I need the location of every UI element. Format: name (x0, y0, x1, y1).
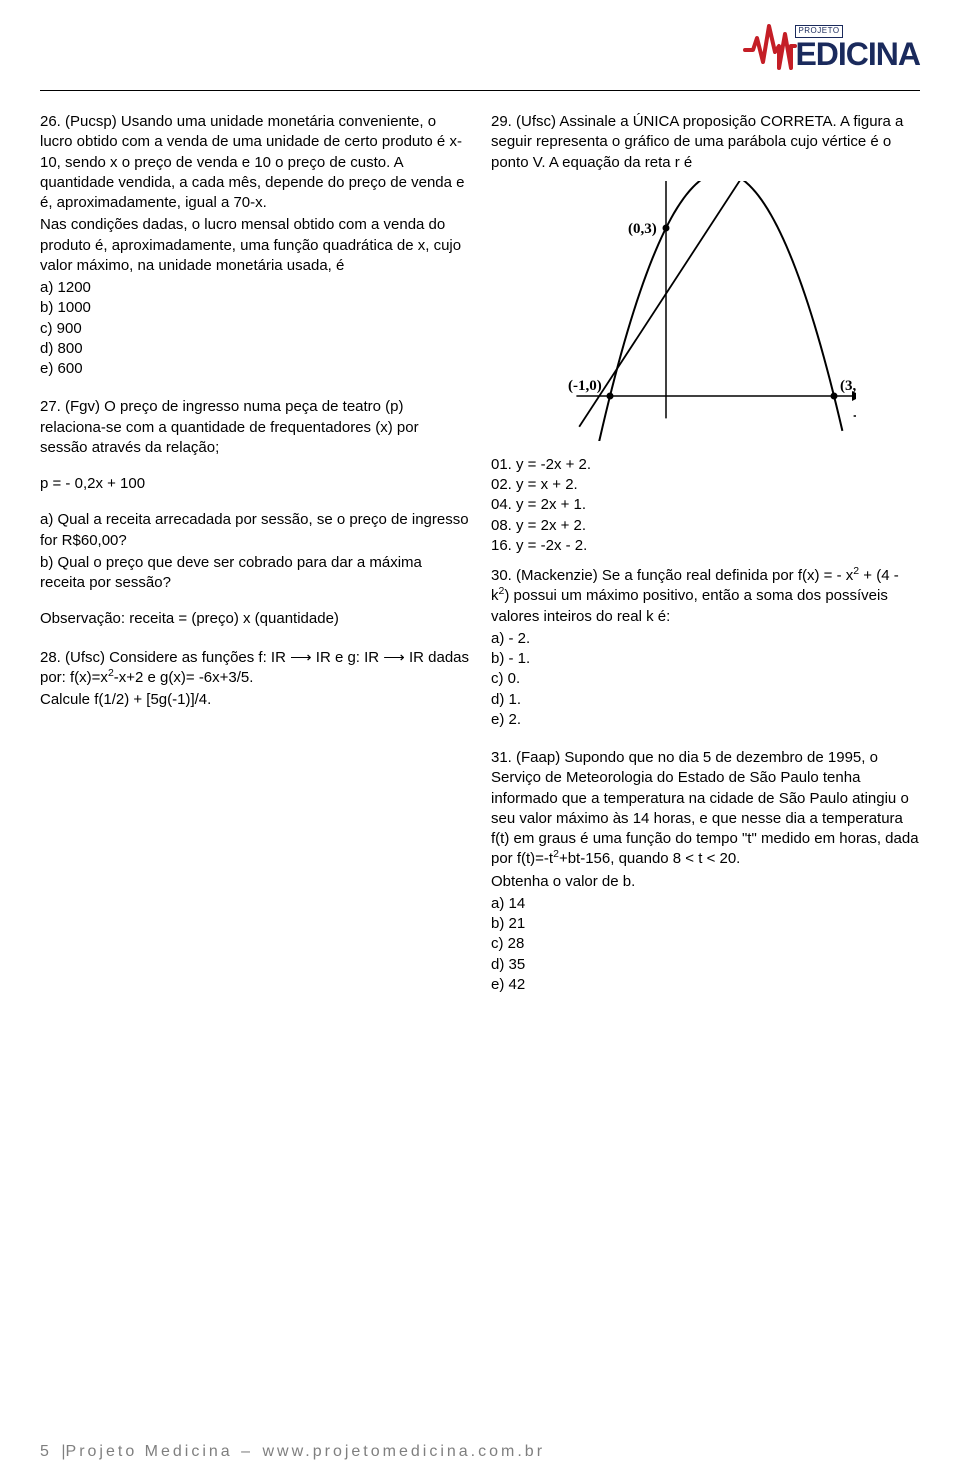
q27-eq: p = - 0,2x + 100 (40, 474, 469, 494)
q31-cont: Obtenha o valor de b. (491, 872, 920, 892)
question-27: 27. (Fgv) O preço de ingresso numa peça … (40, 397, 469, 629)
brand-logo: PROJETO EDICINA (743, 16, 920, 72)
q29-opt-04: 04. y = 2x + 1. (491, 495, 920, 515)
q29-opt-02: 02. y = x + 2. (491, 475, 920, 495)
header-divider (40, 90, 920, 91)
q30-opt-b: b) - 1. (491, 649, 920, 669)
heartbeat-m-icon (743, 16, 797, 72)
footer-page: 5 (40, 1443, 53, 1460)
q29-opt-16: 16. y = -2x - 2. (491, 536, 920, 556)
q30-prompt: 30. (Mackenzie) Se a função real definid… (491, 566, 920, 627)
q31-opt-d: d) 35 (491, 955, 920, 975)
q28-prompt: 28. (Ufsc) Considere as funções f: IR ⟶ … (40, 648, 469, 689)
right-column: 29. (Ufsc) Assinale a ÚNICA proposição C… (491, 112, 920, 1425)
svg-text:(0,3): (0,3) (628, 221, 657, 237)
q30-opt-a: a) - 2. (491, 629, 920, 649)
q31-opt-b: b) 21 (491, 914, 920, 934)
q26-opt-d: d) 800 (40, 339, 469, 359)
q31-opt-a: a) 14 (491, 894, 920, 914)
content-area: 26. (Pucsp) Usando uma unidade monetária… (40, 112, 920, 1425)
q27-prompt: 27. (Fgv) O preço de ingresso numa peça … (40, 397, 469, 458)
q26-opt-e: e) 600 (40, 359, 469, 379)
q31-opt-e: e) 42 (491, 975, 920, 995)
footer-url: www.projetomedicina.com.br (263, 1443, 546, 1460)
q29-opt-08: 08. y = 2x + 2. (491, 516, 920, 536)
q30-opt-e: e) 2. (491, 710, 920, 730)
footer-site: Projeto Medicina (66, 1443, 233, 1460)
svg-text:(-1,0): (-1,0) (568, 378, 602, 394)
q26-opt-c: c) 900 (40, 319, 469, 339)
brand-text: PROJETO EDICINA (795, 19, 920, 68)
question-26: 26. (Pucsp) Usando uma unidade monetária… (40, 112, 469, 379)
q31-prompt: 31. (Faap) Supondo que no dia 5 de dezem… (491, 748, 920, 870)
footer-dash: – (241, 1443, 254, 1460)
q29-graph: (0,3)(-1,0)(3,0)vrxy (556, 181, 856, 441)
q29-graph-wrap: (0,3)(-1,0)(3,0)vrxy (491, 181, 920, 441)
q28-cont: Calcule f(1/2) + [5g(-1)]/4. (40, 690, 469, 710)
q27-obs: Observação: receita = (preço) x (quantid… (40, 609, 469, 629)
svg-text:(3,0): (3,0) (840, 378, 856, 394)
question-28: 28. (Ufsc) Considere as funções f: IR ⟶ … (40, 648, 469, 711)
q29-opt-01: 01. y = -2x + 2. (491, 455, 920, 475)
q31-opt-c: c) 28 (491, 934, 920, 954)
question-31: 31. (Faap) Supondo que no dia 5 de dezem… (491, 748, 920, 995)
left-column: 26. (Pucsp) Usando uma unidade monetária… (40, 112, 469, 1425)
q26-opt-b: b) 1000 (40, 298, 469, 318)
q30-opt-d: d) 1. (491, 690, 920, 710)
q26-prompt: 26. (Pucsp) Usando uma unidade monetária… (40, 112, 469, 213)
brand-edicina: EDICINA (795, 40, 920, 69)
page-footer: 5 |Projeto Medicina – www.projetomedicin… (40, 1441, 545, 1463)
q26-opt-a: a) 1200 (40, 278, 469, 298)
q27-a: a) Qual a receita arrecadada por sessão,… (40, 510, 469, 551)
question-29: 29. (Ufsc) Assinale a ÚNICA proposição C… (491, 112, 920, 556)
page-header: PROJETO EDICINA (0, 0, 960, 88)
question-30: 30. (Mackenzie) Se a função real definid… (491, 566, 920, 730)
q26-cont: Nas condições dadas, o lucro mensal obti… (40, 215, 469, 276)
q29-prompt: 29. (Ufsc) Assinale a ÚNICA proposição C… (491, 112, 920, 173)
q27-b: b) Qual o preço que deve ser cobrado par… (40, 553, 469, 594)
q30-opt-c: c) 0. (491, 669, 920, 689)
